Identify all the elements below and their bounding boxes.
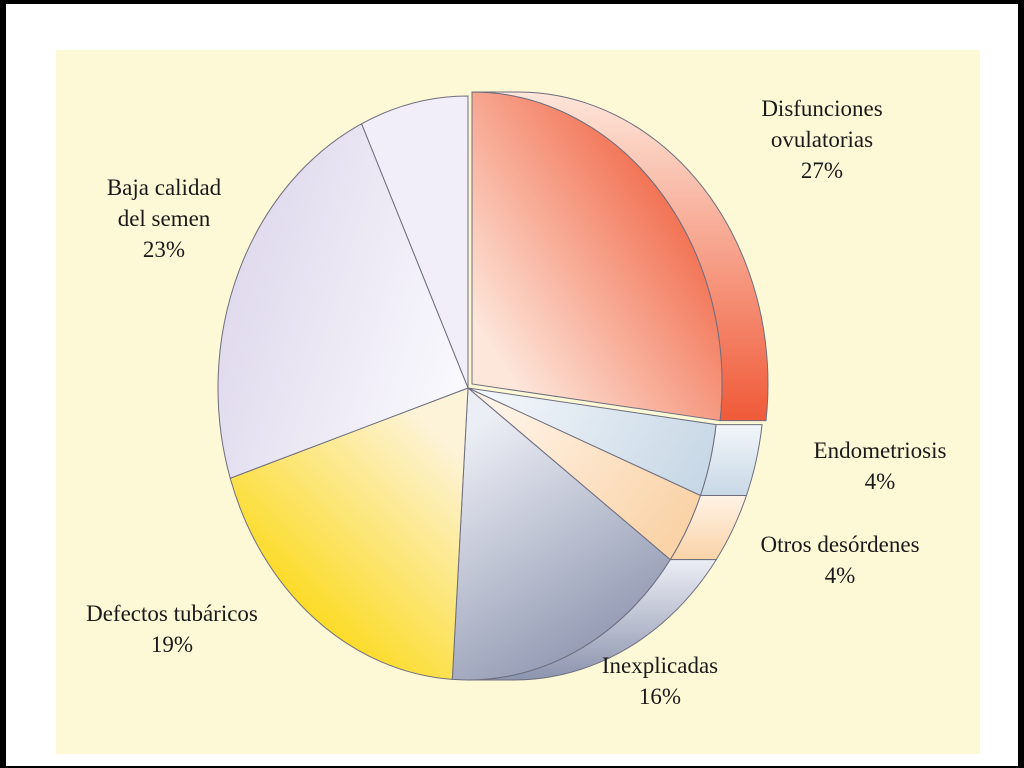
slice-value-label: 4% [865,469,896,494]
slice-category-label: del semen [118,206,211,231]
slice-remainder [360,95,469,389]
slice-category-label: Otros desórdenes [760,532,919,557]
slice-baja-calidad-del-semen [217,123,469,479]
slice-label-otros-desordenes: Otros desórdenes 4% [760,532,919,588]
slice-inexplicadas [451,386,671,681]
slice-label-baja-calidad-del-semen: Baja calidad del semen 23% [107,175,222,262]
slice-label-endometriosis: Endometriosis 4% [814,438,947,494]
slice-category-label: Disfunciones [761,96,882,121]
slice-category-label: Endometriosis [814,438,947,463]
slice-defectos-tubaricos [229,387,469,680]
slice-category-label: ovulatorias [771,127,873,152]
slice-disfunciones-ovulatorias [471,91,723,422]
slice-category-label: Inexplicadas [602,653,718,678]
slice-value-label: 19% [151,632,193,657]
slice-label-disfunciones-ovulatorias: Disfunciones ovulatorias 27% [761,96,882,183]
slice-category-label: Baja calidad [107,175,222,200]
pie-faces [217,91,723,681]
slice-value-label: 23% [143,237,185,262]
slice-value-label: 4% [825,563,856,588]
slice-category-label: Defectos tubáricos [86,601,258,626]
slice-value-label: 27% [801,158,843,183]
slice-label-inexplicadas: Inexplicadas 16% [602,653,718,709]
slice-value-label: 16% [639,684,681,709]
slice-labels: Disfunciones ovulatorias 27% Endometriosis 4… [86,96,946,709]
slice-label-defectos-tubaricos: Defectos tubáricos 19% [86,601,258,657]
